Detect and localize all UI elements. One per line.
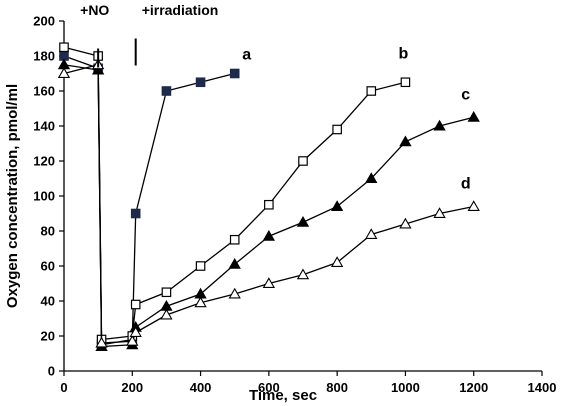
data-point <box>228 287 241 299</box>
annotation-label: +irradiation <box>142 2 219 18</box>
annotations: +NO +irradiation <box>80 2 218 68</box>
series-d: d <box>57 58 480 348</box>
x-tick-label: 400 <box>190 380 212 395</box>
data-point <box>433 207 446 218</box>
y-tick-label: 140 <box>33 119 55 134</box>
x-tick-label: 1000 <box>391 380 420 395</box>
data-point <box>433 119 446 131</box>
data-point <box>161 287 172 298</box>
data-point <box>296 268 310 280</box>
data-point <box>95 336 108 348</box>
data-point <box>399 135 412 147</box>
axes <box>63 21 542 372</box>
x-axis-ticks: 0 200 400 600 800 1000 1200 1400 <box>60 371 556 395</box>
data-point <box>195 77 206 88</box>
data-point <box>330 200 344 211</box>
y-tick-label: 20 <box>41 329 55 344</box>
data-point <box>296 215 310 227</box>
data-point <box>399 217 412 229</box>
y-tick-label: 120 <box>33 154 55 169</box>
data-point <box>298 156 308 166</box>
data-point <box>400 77 411 88</box>
series-c: c <box>57 58 480 351</box>
data-point <box>129 326 142 337</box>
y-axis-ticks: 0 20 40 60 80 100 120 140 160 180 200 <box>33 14 64 379</box>
x-tick-label: 800 <box>326 380 348 395</box>
series-line <box>63 55 235 346</box>
y-axis-title: Oxygen concentration, pmol/ml <box>4 84 21 308</box>
y-tick-label: 160 <box>33 84 55 99</box>
data-point <box>262 277 276 288</box>
data-point <box>365 228 378 239</box>
x-tick-label: 200 <box>121 380 143 395</box>
data-point <box>467 200 480 211</box>
annotation-no: +NO <box>80 2 109 68</box>
data-point <box>229 234 240 245</box>
data-point <box>330 256 344 267</box>
data-point <box>194 296 207 308</box>
series-label: c <box>461 86 470 103</box>
data-point <box>264 199 274 210</box>
y-tick-label: 200 <box>33 14 55 29</box>
data-point <box>467 110 480 122</box>
y-tick-label: 180 <box>33 49 55 64</box>
data-point <box>160 308 173 320</box>
data-point <box>195 261 206 271</box>
data-point <box>57 67 71 78</box>
series-label: b <box>399 45 409 62</box>
series-b: b <box>59 42 411 345</box>
data-point <box>228 257 241 269</box>
data-point <box>59 42 69 53</box>
x-axis-title: Time, sec <box>249 387 317 404</box>
y-tick-label: 0 <box>48 364 55 379</box>
x-tick-label: 1200 <box>459 380 488 395</box>
series-label: d <box>461 176 471 193</box>
y-tick-label: 80 <box>41 224 55 239</box>
data-point <box>262 229 276 241</box>
data-point <box>229 68 240 79</box>
x-tick-label: 600 <box>258 380 280 395</box>
annotation-label: +NO <box>80 2 109 18</box>
data-point <box>130 208 141 219</box>
y-tick-label: 60 <box>41 259 55 274</box>
data-point <box>365 172 378 183</box>
y-tick-label: 100 <box>33 189 55 204</box>
data-point <box>332 124 342 135</box>
x-tick-label: 1400 <box>528 380 557 395</box>
data-point <box>130 299 141 310</box>
annotation-irradiation: +irradiation <box>134 2 219 66</box>
series-a: a <box>59 47 251 350</box>
data-point <box>161 86 172 96</box>
x-tick-label: 0 <box>60 380 67 395</box>
series-label: a <box>242 47 251 64</box>
y-tick-label: 40 <box>41 294 55 309</box>
data-point <box>126 334 139 346</box>
series-layer: a b c d <box>57 42 480 351</box>
data-point <box>366 86 377 96</box>
